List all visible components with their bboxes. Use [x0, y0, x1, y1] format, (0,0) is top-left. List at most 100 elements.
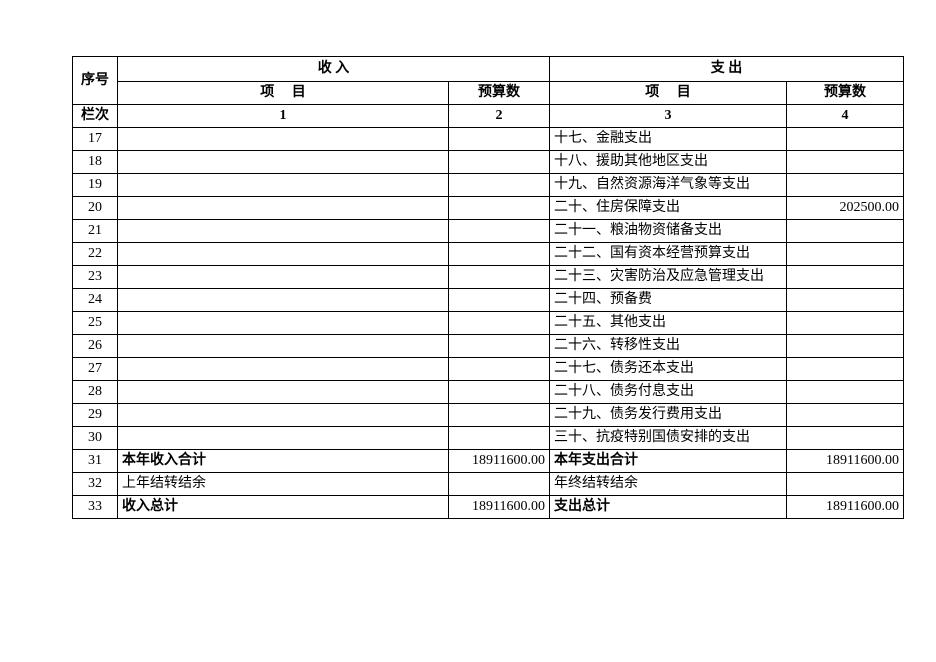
- row-expend-item: 十七、金融支出: [550, 128, 787, 151]
- table-row: 33收入总计18911600.00支出总计18911600.00: [73, 496, 904, 519]
- table-row: 30三十、抗疫特别国债安排的支出: [73, 427, 904, 450]
- header-income-budget: 预算数: [449, 82, 550, 105]
- row-seq: 24: [73, 289, 118, 312]
- row-seq: 33: [73, 496, 118, 519]
- table-row: 22 二十二、国有资本经营预算支出: [73, 243, 904, 266]
- budget-table: 序号 收 入 支 出 项 目 预算数 项 目 预算数 栏次 1 2 3 4 17…: [72, 56, 904, 519]
- row-income-item: [118, 197, 449, 220]
- table-row: 18 十八、援助其他地区支出: [73, 151, 904, 174]
- row-income-item: [118, 404, 449, 427]
- table-row: 21 二十一、粮油物资储备支出: [73, 220, 904, 243]
- row-income-item: [118, 128, 449, 151]
- row-income-value: [449, 473, 550, 496]
- row-seq: 19: [73, 174, 118, 197]
- row-expend-item: 二十一、粮油物资储备支出: [550, 220, 787, 243]
- row-expend-value: [787, 289, 904, 312]
- row-income-item: [118, 312, 449, 335]
- row-expend-item: 二十、住房保障支出: [550, 197, 787, 220]
- row-seq: 27: [73, 358, 118, 381]
- header-expend: 支 出: [550, 57, 904, 82]
- row-income-value: [449, 266, 550, 289]
- row-income-value: 18911600.00: [449, 450, 550, 473]
- page: 序号 收 入 支 出 项 目 预算数 项 目 预算数 栏次 1 2 3 4 17…: [0, 0, 936, 662]
- header-col2: 2: [449, 105, 550, 128]
- header-lanci: 栏次: [73, 105, 118, 128]
- header-income: 收 入: [118, 57, 550, 82]
- table-row: 29 二十九、债务发行费用支出: [73, 404, 904, 427]
- row-expend-value: [787, 427, 904, 450]
- row-expend-value: [787, 473, 904, 496]
- table-body: 17十七、金融支出18十八、援助其他地区支出19十九、自然资源海洋气象等支出20…: [73, 128, 904, 519]
- header-expend-item: 项 目: [550, 82, 787, 105]
- row-income-item: [118, 220, 449, 243]
- row-seq: 22: [73, 243, 118, 266]
- table-row: 28 二十八、债务付息支出: [73, 381, 904, 404]
- row-expend-item: 本年支出合计: [550, 450, 787, 473]
- row-expend-item: 二十六、转移性支出: [550, 335, 787, 358]
- row-income-value: [449, 335, 550, 358]
- row-expend-value: [787, 220, 904, 243]
- header-col1: 1: [118, 105, 449, 128]
- row-expend-item: 年终结转结余: [550, 473, 787, 496]
- row-income-value: [449, 358, 550, 381]
- row-expend-value: 18911600.00: [787, 450, 904, 473]
- row-expend-value: [787, 151, 904, 174]
- row-expend-item: 支出总计: [550, 496, 787, 519]
- row-expend-item: 二十九、债务发行费用支出: [550, 404, 787, 427]
- row-income-item: [118, 289, 449, 312]
- row-seq: 28: [73, 381, 118, 404]
- row-seq: 32: [73, 473, 118, 496]
- header-col3: 3: [550, 105, 787, 128]
- row-seq: 25: [73, 312, 118, 335]
- row-income-item: [118, 335, 449, 358]
- row-seq: 17: [73, 128, 118, 151]
- row-seq: 30: [73, 427, 118, 450]
- row-income-value: [449, 312, 550, 335]
- header-expend-budget: 预算数: [787, 82, 904, 105]
- table-row: 25二十五、其他支出: [73, 312, 904, 335]
- row-income-value: [449, 381, 550, 404]
- header-seq: 序号: [73, 57, 118, 105]
- row-income-item: 上年结转结余: [118, 473, 449, 496]
- row-income-item: [118, 381, 449, 404]
- row-income-item: [118, 151, 449, 174]
- row-income-item: [118, 427, 449, 450]
- row-expend-value: [787, 381, 904, 404]
- row-expend-value: [787, 312, 904, 335]
- row-expend-value: [787, 128, 904, 151]
- header-col4: 4: [787, 105, 904, 128]
- row-income-item: [118, 266, 449, 289]
- row-income-item: [118, 243, 449, 266]
- row-seq: 20: [73, 197, 118, 220]
- row-expend-item: 二十七、债务还本支出: [550, 358, 787, 381]
- row-expend-item: 二十八、债务付息支出: [550, 381, 787, 404]
- row-seq: 29: [73, 404, 118, 427]
- table-row: 20 二十、住房保障支出202500.00: [73, 197, 904, 220]
- row-income-value: [449, 197, 550, 220]
- row-income-value: [449, 427, 550, 450]
- row-income-value: [449, 404, 550, 427]
- row-expend-value: [787, 404, 904, 427]
- table-row: 23二十三、灾害防治及应急管理支出: [73, 266, 904, 289]
- row-income-item: [118, 358, 449, 381]
- row-seq: 21: [73, 220, 118, 243]
- row-expend-item: 十八、援助其他地区支出: [550, 151, 787, 174]
- row-expend-value: [787, 266, 904, 289]
- row-income-value: [449, 128, 550, 151]
- row-income-item: [118, 174, 449, 197]
- table-header: 序号 收 入 支 出 项 目 预算数 项 目 预算数 栏次 1 2 3 4: [73, 57, 904, 128]
- row-expend-item: 二十三、灾害防治及应急管理支出: [550, 266, 787, 289]
- row-seq: 31: [73, 450, 118, 473]
- row-expend-value: 202500.00: [787, 197, 904, 220]
- row-expend-value: [787, 358, 904, 381]
- row-income-value: [449, 289, 550, 312]
- table-row: 26 二十六、转移性支出: [73, 335, 904, 358]
- row-expend-item: 二十二、国有资本经营预算支出: [550, 243, 787, 266]
- table-row: 17 十七、金融支出: [73, 128, 904, 151]
- row-expend-value: 18911600.00: [787, 496, 904, 519]
- table-row: 27 二十七、债务还本支出: [73, 358, 904, 381]
- table-row: 32上年结转结余 年终结转结余: [73, 473, 904, 496]
- row-seq: 26: [73, 335, 118, 358]
- row-seq: 18: [73, 151, 118, 174]
- row-expend-value: [787, 243, 904, 266]
